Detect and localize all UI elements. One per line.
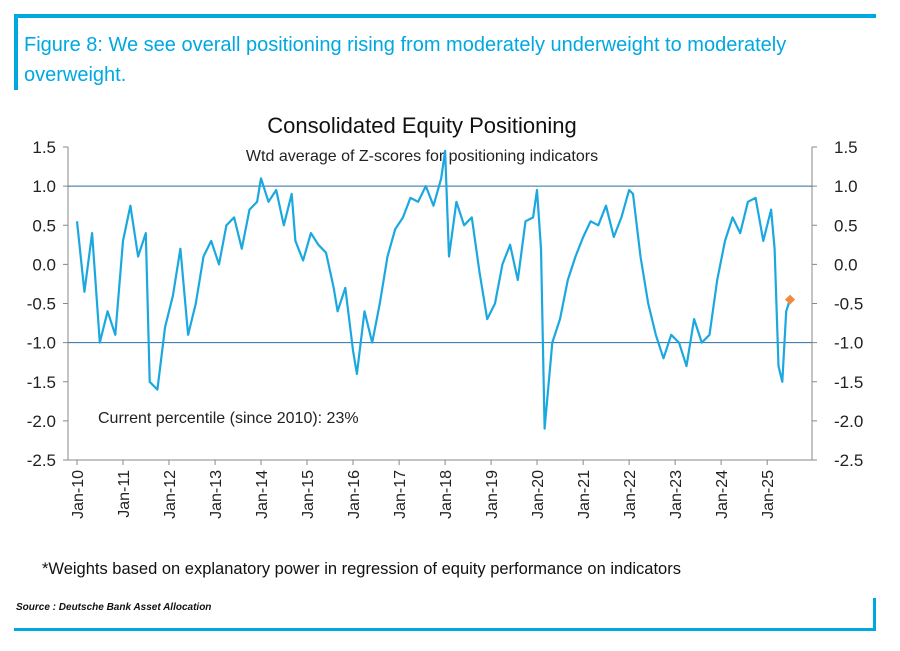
chart-subtitle: Wtd average of Z-scores for positioning … xyxy=(246,148,598,165)
axes xyxy=(63,146,817,465)
y-tick-label-left: -1.5 xyxy=(27,373,56,392)
current-value-marker xyxy=(785,294,795,305)
y-tick-label-right: 1.0 xyxy=(834,177,858,196)
x-tick-label: Jan-17 xyxy=(392,470,409,519)
chart-annotation: Current percentile (since 2010): 23% xyxy=(98,410,359,427)
y-tick-label-left: -0.5 xyxy=(27,295,56,314)
source-note: Source : Deutsche Bank Asset Allocation xyxy=(16,602,212,613)
y-tick-label-left: 0.0 xyxy=(32,255,56,274)
series-line xyxy=(75,149,792,430)
y-tick-label-right: -2.0 xyxy=(834,412,863,431)
y-tick-label-right: -0.5 xyxy=(834,295,863,314)
figure-title: Figure 8: We see overall positioning ris… xyxy=(24,34,787,86)
x-tick-label: Jan-14 xyxy=(254,470,271,519)
y-tick-label-right: 0.5 xyxy=(834,216,858,235)
y-tick-label-right: -1.0 xyxy=(834,334,863,353)
x-tick-label: Jan-21 xyxy=(576,470,593,519)
x-tick-label: Jan-18 xyxy=(438,470,455,519)
y-tick-label-left: 1.5 xyxy=(32,138,56,157)
chart: Consolidated Equity Positioning Wtd aver… xyxy=(27,113,864,519)
chart-title: Consolidated Equity Positioning xyxy=(267,113,576,138)
y-tick-label-left: 1.0 xyxy=(32,177,56,196)
y-tick-label-left: -1.0 xyxy=(27,334,56,353)
x-tick-label: Jan-16 xyxy=(346,470,363,519)
y-tick-label-left: -2.0 xyxy=(27,412,56,431)
tick-labels: 1.5 1.5 1.0 1.0 0.5 0.5 0.0 0.0 -0.5 -0.5 -1.0 -1.0… xyxy=(27,138,864,519)
x-tick-label: Jan-22 xyxy=(622,470,639,519)
x-tick-label: Jan-15 xyxy=(300,470,317,519)
x-tick-label: Jan-23 xyxy=(668,470,685,519)
y-tick-label-left: -2.5 xyxy=(27,451,56,470)
x-tick-label: Jan-20 xyxy=(530,470,547,519)
x-tick-label: Jan-24 xyxy=(714,470,731,519)
series-layer xyxy=(75,149,795,430)
y-tick-label-right: 1.5 xyxy=(834,138,858,157)
x-tick-label: Jan-13 xyxy=(208,470,225,519)
x-tick-label: Jan-19 xyxy=(484,470,501,519)
frame-left-border xyxy=(14,14,18,90)
frame-right-border xyxy=(873,598,876,631)
y-tick-label-right: -2.5 xyxy=(834,451,863,470)
y-tick-label-right: 0.0 xyxy=(834,255,858,274)
frame-top-border xyxy=(14,14,876,18)
x-tick-label: Jan-10 xyxy=(70,470,87,519)
x-tick-label: Jan-25 xyxy=(760,470,777,519)
y-tick-label-right: -1.5 xyxy=(834,373,863,392)
footnote: *Weights based on explanatory power in r… xyxy=(42,560,681,578)
x-tick-label: Jan-12 xyxy=(162,470,179,519)
y-tick-label-left: 0.5 xyxy=(32,216,56,235)
x-tick-label: Jan-11 xyxy=(116,470,133,518)
frame-bottom-border xyxy=(14,628,876,631)
